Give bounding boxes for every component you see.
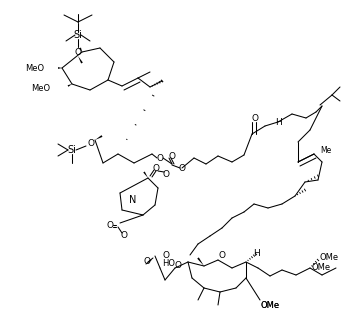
Text: MeO: MeO (31, 84, 50, 93)
Text: O: O (74, 47, 82, 56)
Text: H: H (253, 248, 260, 258)
Text: O: O (218, 252, 226, 261)
Polygon shape (95, 135, 102, 140)
Text: N: N (129, 195, 137, 205)
Polygon shape (58, 67, 62, 69)
Text: OMe: OMe (312, 264, 331, 273)
Text: OMe: OMe (260, 301, 280, 310)
Text: OMe: OMe (320, 254, 339, 263)
Text: Si: Si (73, 30, 82, 40)
Text: Si: Si (68, 145, 77, 155)
Polygon shape (78, 56, 83, 63)
Text: O: O (169, 152, 175, 161)
Text: O: O (252, 114, 258, 123)
Text: O: O (179, 164, 185, 172)
Text: O: O (121, 230, 127, 239)
Text: MeO: MeO (25, 63, 44, 72)
Polygon shape (68, 84, 72, 87)
Text: O: O (163, 169, 169, 178)
Text: Me: Me (320, 146, 331, 155)
Polygon shape (79, 47, 82, 52)
Text: OMe: OMe (260, 301, 280, 310)
Text: O: O (174, 261, 182, 270)
Text: O: O (144, 258, 150, 267)
Text: O: O (153, 164, 160, 172)
Polygon shape (143, 171, 148, 178)
Polygon shape (197, 258, 204, 266)
Text: O: O (163, 250, 169, 260)
Text: O: O (156, 154, 164, 163)
Text: O: O (106, 220, 113, 229)
Text: O: O (87, 139, 95, 148)
Text: HO: HO (162, 259, 175, 268)
Text: H: H (275, 118, 281, 127)
